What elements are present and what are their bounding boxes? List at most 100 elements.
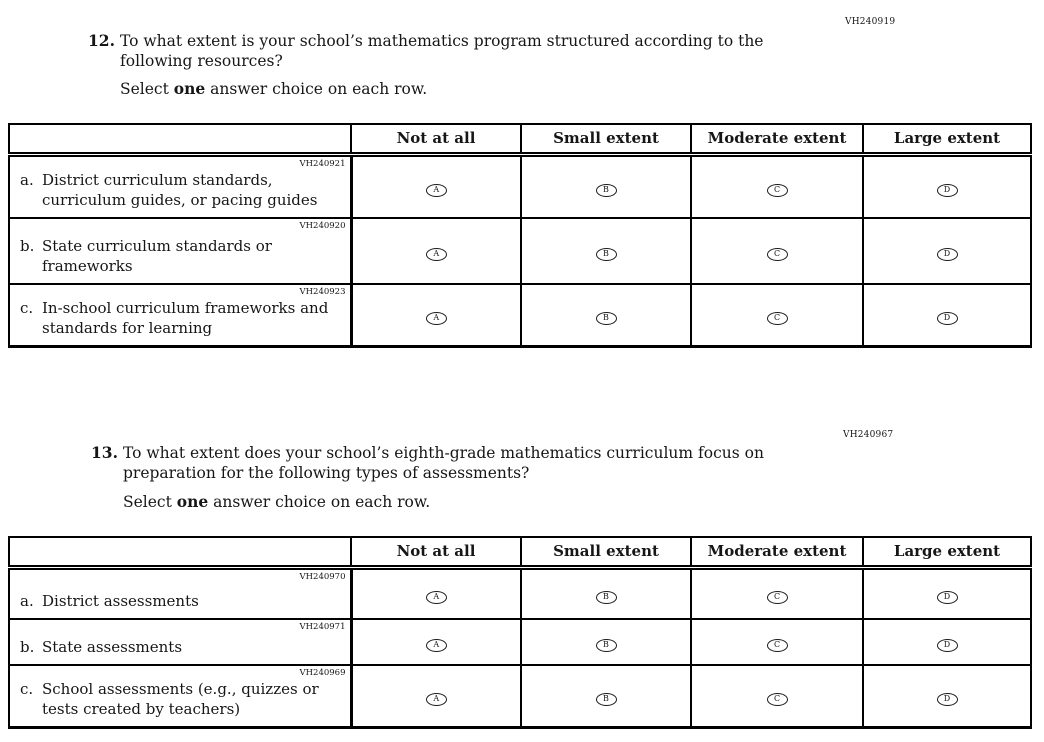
corner-cell	[8, 123, 352, 157]
answer-bubble-moderate-extent[interactable]: C	[766, 183, 788, 197]
table-row: VH240969 c. School assessments (e.g., qui…	[8, 664, 1032, 729]
instruction-post: answer choice on each row.	[205, 80, 428, 98]
answer-cell: B	[520, 283, 692, 348]
table-header-row: Not at all Small extent Moderate extent …	[8, 536, 1032, 570]
answer-bubble-not-at-all[interactable]: A	[425, 638, 447, 652]
row-header-cell: VH240971 b. State assessments	[8, 618, 353, 666]
answer-cell: A	[350, 153, 522, 219]
answer-bubble-moderate-extent[interactable]: C	[766, 638, 788, 652]
row-label: c. In-school curriculum frameworks and st…	[20, 299, 329, 337]
answer-cell: A	[350, 217, 522, 285]
instruction-pre: Select	[120, 80, 174, 98]
answer-cell: D	[862, 566, 1032, 620]
answer-cell: D	[862, 217, 1032, 285]
answer-cell: B	[520, 217, 692, 285]
answer-cell: A	[350, 618, 522, 666]
question-12-code: VH240919	[845, 17, 896, 27]
answer-bubble-not-at-all[interactable]: A	[425, 247, 447, 261]
answer-bubble-small-extent[interactable]: B	[595, 247, 617, 261]
row-code: VH240969	[299, 668, 346, 678]
column-header-small-extent: Small extent	[520, 536, 692, 570]
answer-bubble-large-extent[interactable]: D	[936, 590, 958, 604]
answer-bubble-large-extent[interactable]: D	[936, 692, 958, 706]
answer-bubble-not-at-all[interactable]: A	[425, 590, 447, 604]
answer-bubble-not-at-all[interactable]: A	[425, 692, 447, 706]
question-13-text: To what extent does your school’s eighth…	[123, 444, 764, 483]
answer-bubble-large-extent[interactable]: D	[936, 311, 958, 325]
question-13-number: 13.	[91, 443, 118, 462]
answer-cell: A	[350, 664, 522, 729]
row-header-cell: VH240923 c. In-school curriculum framewor…	[8, 283, 353, 348]
table-header-row: Not at all Small extent Moderate extent …	[8, 123, 1032, 157]
row-code: VH240970	[299, 571, 346, 582]
instruction-bold: one	[173, 79, 206, 98]
row-header-cell: VH240970 a. District assessments	[8, 566, 353, 620]
answer-bubble-large-extent[interactable]: D	[936, 247, 958, 261]
answer-bubble-moderate-extent[interactable]: C	[766, 311, 788, 325]
answer-cell: B	[520, 618, 692, 666]
answer-cell: C	[690, 664, 864, 729]
row-label: b. State curriculum standards or framewor…	[20, 237, 272, 275]
column-header-moderate-extent: Moderate extent	[690, 123, 864, 157]
question-12-instruction: Select one answer choice on each row.	[120, 79, 427, 98]
row-code: VH240921	[299, 158, 346, 169]
question-12-text: To what extent is your school’s mathemat…	[120, 32, 764, 71]
column-header-not-at-all: Not at all	[350, 536, 522, 570]
table-row: VH240923 c. In-school curriculum framewor…	[8, 283, 1032, 348]
answer-bubble-not-at-all[interactable]: A	[425, 311, 447, 325]
answer-bubble-large-extent[interactable]: D	[936, 638, 958, 652]
answer-cell: D	[862, 153, 1032, 219]
answer-bubble-moderate-extent[interactable]: C	[766, 247, 788, 261]
question-13-table: Not at all Small extent Moderate extent …	[8, 536, 1032, 729]
answer-bubble-small-extent[interactable]: B	[595, 692, 617, 706]
answer-bubble-small-extent[interactable]: B	[595, 638, 617, 652]
corner-cell	[8, 536, 352, 570]
answer-bubble-small-extent[interactable]: B	[595, 590, 617, 604]
row-label: b. State assessments	[20, 637, 183, 656]
row-header-cell: VH240969 c. School assessments (e.g., qui…	[8, 664, 353, 729]
answer-bubble-small-extent[interactable]: B	[595, 183, 617, 197]
answer-cell: C	[690, 283, 864, 348]
answer-cell: C	[690, 153, 864, 219]
answer-bubble-moderate-extent[interactable]: C	[766, 590, 788, 604]
answer-cell: C	[690, 217, 864, 285]
row-header-cell: VH240920 b. State curriculum standards or…	[8, 217, 353, 285]
question-12-table: Not at all Small extent Moderate extent …	[8, 123, 1032, 348]
table-row: VH240971 b. State assessments A B C D	[8, 618, 1032, 666]
column-header-large-extent: Large extent	[862, 536, 1032, 570]
answer-bubble-moderate-extent[interactable]: C	[766, 692, 788, 706]
row-code: VH240923	[299, 287, 346, 297]
answer-cell: D	[862, 618, 1032, 666]
answer-cell: B	[520, 153, 692, 219]
answer-bubble-not-at-all[interactable]: A	[425, 183, 447, 197]
answer-cell: B	[520, 566, 692, 620]
question-12-number: 12.	[88, 31, 115, 50]
row-label: a. District curriculum standards, curricu…	[20, 171, 318, 209]
table-row: VH240921 a. District curriculum standards…	[8, 153, 1032, 219]
row-code: VH240971	[299, 622, 346, 632]
answer-bubble-large-extent[interactable]: D	[936, 183, 958, 197]
column-header-moderate-extent: Moderate extent	[690, 536, 864, 570]
table-row: VH240970 a. District assessments A B C D	[8, 566, 1032, 620]
column-header-small-extent: Small extent	[520, 123, 692, 157]
row-label: c. School assessments (e.g., quizzes or t…	[20, 680, 319, 718]
instruction-pre: Select	[123, 493, 177, 511]
column-header-large-extent: Large extent	[862, 123, 1032, 157]
question-13-instruction: Select one answer choice on each row.	[123, 492, 430, 511]
table-row: VH240920 b. State curriculum standards or…	[8, 217, 1032, 285]
answer-cell: C	[690, 618, 864, 666]
answer-cell: A	[350, 566, 522, 620]
answer-cell: A	[350, 283, 522, 348]
row-code: VH240920	[299, 221, 346, 231]
row-header-cell: VH240921 a. District curriculum standards…	[8, 153, 353, 219]
answer-cell: B	[520, 664, 692, 729]
answer-cell: D	[862, 664, 1032, 729]
answer-cell: D	[862, 283, 1032, 348]
question-13-code: VH240967	[843, 430, 894, 440]
row-label: a. District assessments	[20, 591, 199, 610]
instruction-post: answer choice on each row.	[208, 493, 431, 511]
instruction-bold: one	[176, 492, 209, 511]
column-header-not-at-all: Not at all	[350, 123, 522, 157]
answer-bubble-small-extent[interactable]: B	[595, 311, 617, 325]
